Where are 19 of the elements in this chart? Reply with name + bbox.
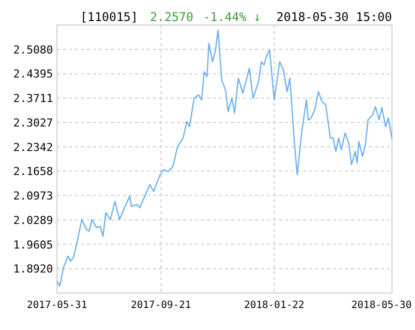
text: 2.2570 bbox=[150, 10, 194, 24]
y-tick-label: 2.3027 bbox=[13, 116, 53, 130]
x-tick-label: 2017-09-21 bbox=[130, 300, 192, 311]
y-tick-label: 2.5080 bbox=[13, 43, 53, 56]
y-tick-label: 2.3711 bbox=[13, 92, 53, 106]
y-tick-label: 1.9605 bbox=[13, 238, 53, 252]
text: 2018-05-30 15:00 bbox=[276, 10, 392, 24]
chart-title: [110015] bbox=[80, 10, 138, 24]
y-tick-label: 2.4395 bbox=[13, 68, 53, 81]
x-tick-label: 2018-05-30 bbox=[351, 300, 412, 311]
text: -1.44% ↓ bbox=[203, 10, 261, 24]
y-tick-label: 2.2342 bbox=[13, 140, 53, 154]
y-tick-label: 2.0973 bbox=[13, 190, 53, 203]
line-series bbox=[56, 30, 393, 287]
y-tick-label: 2.0289 bbox=[13, 214, 53, 227]
x-tick-label: 2017-05-31 bbox=[26, 300, 88, 311]
y-tick-label: 1.8920 bbox=[13, 262, 53, 276]
x-tick-label: 2018-01-22 bbox=[244, 300, 304, 311]
y-tick-label: 2.1658 bbox=[13, 165, 53, 178]
